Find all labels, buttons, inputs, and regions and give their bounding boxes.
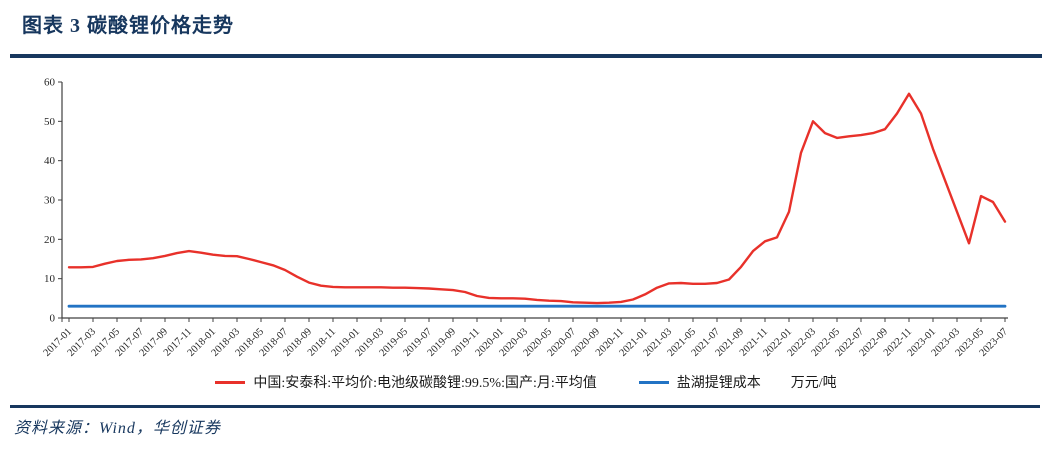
chart-area: 0 10 20 30 40 50 60 2017-01 2017-03 2017-05 2017-0… (0, 62, 1052, 368)
title-divider-rule (10, 54, 1042, 58)
series-line-0 (67, 92, 1007, 305)
y-tick-label: 20 (44, 234, 56, 246)
red-line-swatch (215, 380, 246, 384)
y-tick-label: 40 (44, 155, 56, 167)
legend-label-price: 中国:安泰科:平均价:电池级碳酸锂:99.5%:国产:月:平均值 (253, 376, 597, 391)
price-trend-chart: 01020304050602017-012017-032017-052017-0… (42, 77, 1011, 359)
chart-legend: 中国:安泰科:平均价:电池级碳酸锂:99.5%:国产:月:平均值 盐湖提锂成本 … (0, 372, 1052, 392)
y-tick-label: 60 (44, 77, 56, 89)
unit-label: 万元/吨 (790, 376, 837, 391)
y-tick-label: 50 (44, 116, 56, 128)
source-note: 资料来源：Wind，华创证券 (14, 420, 221, 437)
legend-item-battery-lithium-price: 中国:安泰科:平均价:电池级碳酸锂:99.5%:国产:月:平均值 (215, 372, 597, 392)
footer-divider-rule (10, 405, 1040, 408)
legend-item-salt-lake-cost: 盐湖提锂成本 万元/吨 (638, 372, 837, 392)
y-tick-label: 30 (44, 195, 56, 207)
y-tick-label: 0 (50, 313, 56, 325)
y-tick-label: 10 (44, 273, 56, 285)
blue-line-swatch (638, 380, 669, 384)
legend-label-cost: 盐湖提锂成本 (676, 376, 761, 391)
figure-title: 图表 3 碳酸锂价格走势 (22, 15, 234, 37)
